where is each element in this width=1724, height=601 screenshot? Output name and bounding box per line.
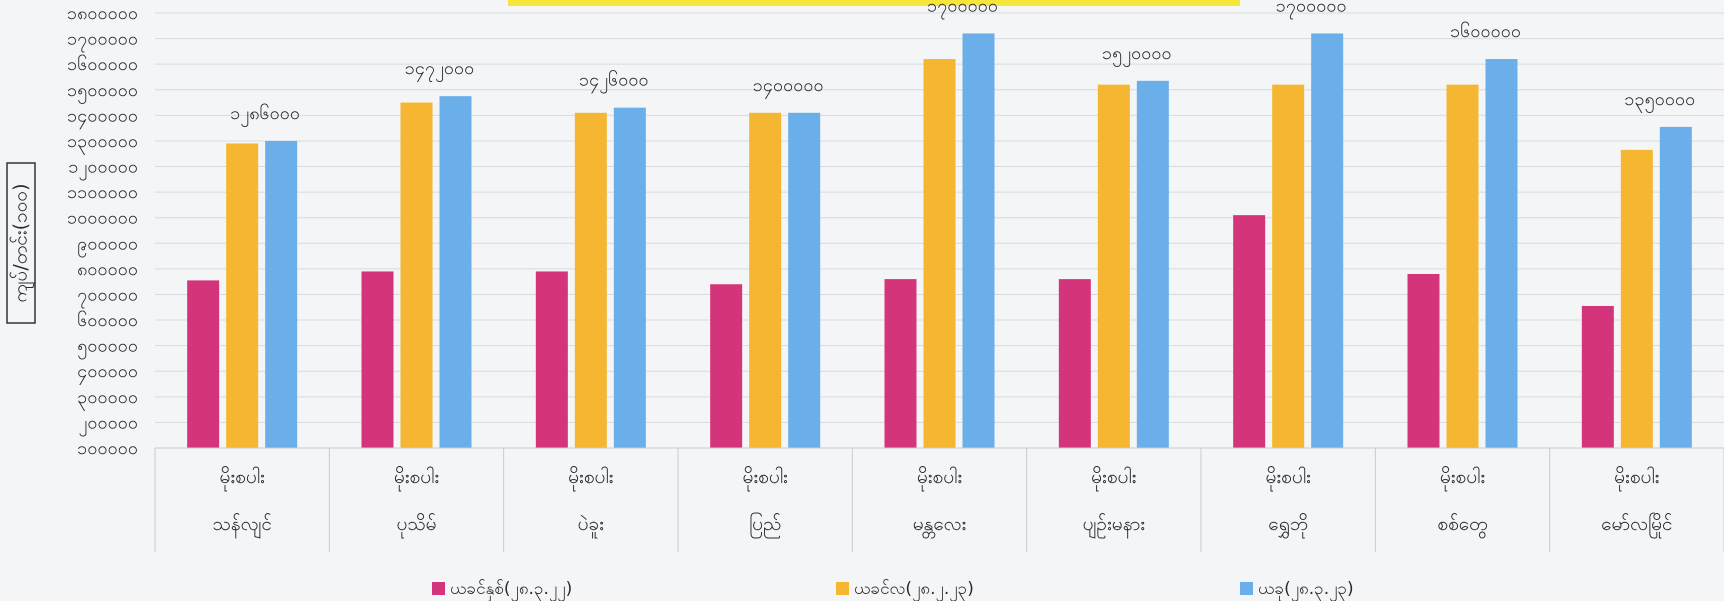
bar [1659, 126, 1692, 448]
category-label-line1: မိုးစပါး [394, 465, 439, 492]
y-axis-label: ကျပ်/တင်း(၁၀၀) [9, 184, 36, 303]
y-tick-label: ၁၇၀၀၀၀၀ [67, 29, 138, 53]
category-label-line1: မိုးစပါး [1091, 465, 1136, 492]
bar [613, 107, 646, 449]
bar [1581, 305, 1614, 448]
category-label-line1: မိုးစပါး [220, 465, 265, 492]
bar [1136, 80, 1169, 448]
category-label-line2: ရွှေဘို [1268, 512, 1308, 539]
bar [265, 140, 298, 449]
category-label-line2: စစ်တွေ [1437, 512, 1487, 539]
category-label-line1: မိုးစပါး [1440, 465, 1485, 492]
bar [361, 271, 394, 448]
category-label-line2: ပုသိမ် [396, 512, 436, 539]
bar [923, 59, 956, 448]
data-label: ၁၃၅၀၀၀၀ [1624, 89, 1695, 113]
title-highlight-strip [508, 0, 1240, 6]
y-tick-label: ၁၄၀၀၀၀၀ [67, 105, 138, 129]
bar [1272, 84, 1305, 448]
bar [574, 112, 607, 448]
data-label: ၁၄၂၆၀၀၀ [579, 70, 649, 94]
y-tick-label: ၉၀၀၀၀၀ [77, 233, 138, 257]
bar [710, 284, 743, 448]
category-label-line2: မန္တလေး [913, 513, 967, 539]
bar [535, 271, 568, 448]
category-label-line1: မိုးစပါး [1614, 465, 1659, 492]
bar [1058, 279, 1091, 448]
bar [226, 143, 259, 448]
bar [749, 112, 782, 448]
legend: ယခင်နှစ်(၂၈.၃.၂၂) ယခင်လ(၂၈.၂.၂၃) ယခု(၂၈.၃.… [432, 579, 1354, 601]
bar [1446, 84, 1479, 448]
y-tick-label: ၁၂၀၀၀၀၀ [68, 157, 138, 181]
data-label: ၁၇၀၀၀၀၀ [927, 0, 998, 19]
category-label-line1: မိုးစပါး [743, 465, 788, 492]
bar [187, 280, 220, 448]
y-tick-label: ၄၀၀၀၀၀ [77, 361, 138, 385]
data-label: ၁၄၇၂၀၀၀ [405, 58, 475, 82]
y-tick-label: ၁၀၀၀၀၀ [77, 438, 138, 459]
legend-swatch [432, 582, 445, 595]
bar [962, 33, 995, 449]
category-label-line2: ပဲခူး [578, 513, 604, 539]
category-label-line1: မိုးစပါး [917, 465, 962, 492]
category-label-line1: မိုးစပါး [568, 465, 613, 492]
data-label: ၁၇၀၀၀၀၀ [1276, 0, 1347, 19]
legend-label: ယခင်နှစ်(၂၈.၃.၂၂) [450, 579, 572, 601]
category-label-line1: မိုးစပါး [1266, 465, 1311, 492]
y-tick-label: ၈၀၀၀၀၀ [77, 259, 138, 280]
category-axis: မိုးစပါးသန်လျင် မိုးစပါးပုသိမ် မိုးစပါးပဲခ… [154, 447, 1724, 552]
bar [1097, 84, 1130, 448]
y-tick-label: ၁၀၀၀၀၀၀ [67, 208, 138, 229]
bar [1407, 274, 1440, 448]
y-tick-label: ၁၆၀၀၀၀၀ [67, 54, 138, 75]
y-tick-label: ၇၀၀၀၀၀ [77, 284, 138, 308]
bar [439, 96, 472, 448]
y-axis-label-box: ကျပ်/တင်း(၁၀၀) [6, 162, 36, 324]
bar [1233, 215, 1266, 448]
bar [1485, 59, 1518, 448]
category-label-line2: သန်လျင် [212, 512, 272, 539]
y-tick-label: ၁၅၀၀၀၀၀ [67, 80, 138, 104]
data-label: ၁၆၀၀၀၀၀ [1450, 21, 1521, 42]
data-label: ၁၂၈၆၀၀၀ [230, 103, 300, 127]
legend-label: ယခင်လ(၂၈.၂.၂၃) [854, 579, 974, 601]
y-tick-label: ၆၀၀၀၀၀ [77, 310, 138, 331]
y-tick-label: ၁၁၀၀၀၀၀ [67, 182, 138, 203]
y-tick-label: ၅၀၀၀၀၀ [77, 336, 138, 360]
data-label: ၁၄၀၀၀၀၀ [753, 75, 824, 99]
legend-label: ယခု(၂၈.၃.၂၃) [1258, 579, 1354, 601]
y-tick-label: ၁၈၀၀၀၀၀ [67, 3, 138, 24]
bar [884, 279, 917, 448]
y-tick-label: ၃၀၀၀၀၀ [77, 387, 138, 411]
y-tick-label: ၂၀၀၀၀၀ [79, 412, 138, 436]
bar [1620, 149, 1653, 448]
bars [187, 33, 1692, 449]
bar [1311, 33, 1344, 449]
category-label-line2: မော်လမြိုင် [1601, 511, 1673, 539]
category-label-line2: ပျဉ်းမနား [1083, 512, 1146, 539]
y-tick-label: ၁၃၀၀၀၀၀ [67, 131, 138, 155]
data-label: ၁၅၂၀၀၀၀ [1102, 43, 1172, 67]
y-axis-label-frame [6, 162, 36, 324]
bar [400, 102, 433, 448]
bar [788, 112, 821, 448]
legend-swatch [1240, 582, 1253, 595]
category-label-line2: ပြည် [749, 511, 781, 539]
legend-swatch [836, 582, 849, 595]
